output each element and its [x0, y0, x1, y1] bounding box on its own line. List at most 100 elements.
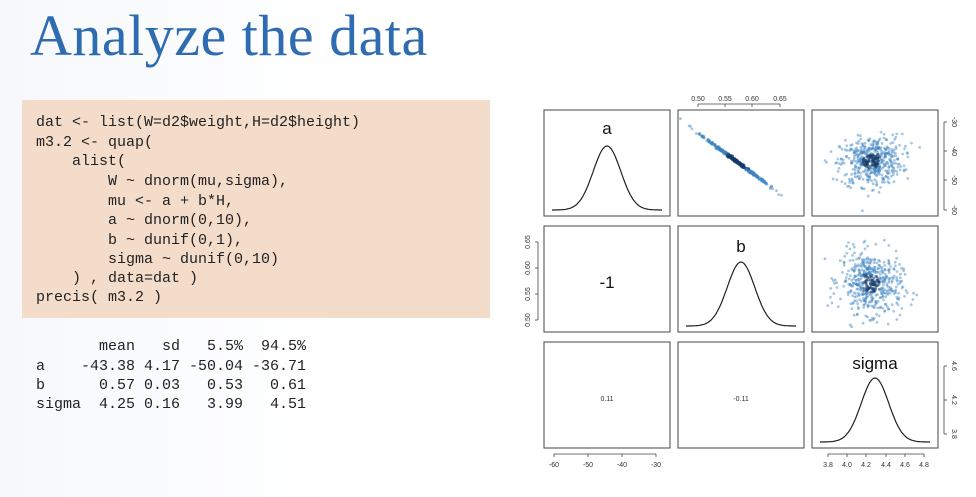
scatter-point	[860, 142, 864, 146]
scatter-point	[716, 145, 720, 148]
scatter-point	[887, 307, 890, 311]
scatter-point	[760, 177, 764, 181]
scatter-point	[851, 181, 855, 185]
scatter-point	[836, 305, 840, 308]
scatter-point	[761, 179, 765, 183]
scatter-point	[718, 148, 721, 152]
scatter-point	[904, 144, 907, 148]
scatter-point	[886, 322, 890, 326]
scatter-point	[900, 132, 904, 136]
scatter-point	[721, 149, 724, 153]
scatter-point	[872, 276, 876, 280]
scatter-point	[853, 245, 856, 249]
scatter-point	[885, 161, 888, 164]
scatter-point	[845, 144, 849, 148]
scatter-point	[863, 298, 867, 302]
scatter-point	[768, 187, 772, 191]
scatter-point	[748, 170, 751, 174]
scatter-point	[849, 179, 852, 182]
scatter-point	[753, 173, 757, 177]
scatter-point	[867, 265, 871, 268]
scatter-point	[887, 279, 891, 282]
scatter-point	[891, 173, 895, 177]
scatter-point	[849, 284, 853, 287]
scatter-point	[860, 150, 864, 154]
scatter-point	[854, 153, 858, 157]
scatter-point	[719, 149, 722, 152]
scatter-point	[883, 152, 886, 156]
scatter-point	[851, 167, 855, 171]
scatter-point	[718, 146, 721, 150]
scatter-point	[746, 169, 750, 173]
scatter-point	[873, 261, 876, 264]
scatter-point	[748, 171, 752, 175]
scatter-point	[900, 279, 904, 283]
scatter-point	[872, 139, 876, 143]
scatter-point	[871, 269, 875, 273]
scatter-point	[861, 158, 865, 162]
scatter-point	[870, 273, 873, 276]
scatter-point	[884, 147, 888, 151]
scatter-point	[859, 253, 862, 257]
tick-label: 3.8	[823, 462, 833, 469]
scatter-point	[909, 303, 913, 306]
scatter-point	[702, 134, 706, 138]
scatter-point	[762, 180, 766, 183]
scatter-point	[843, 280, 847, 283]
scatter-point	[906, 152, 909, 155]
scatter-point	[880, 280, 884, 284]
scatter-point	[860, 268, 864, 271]
scatter-point	[890, 155, 894, 158]
scatter-point	[858, 160, 861, 163]
scatter-point	[877, 270, 880, 274]
scatter-point	[751, 172, 755, 176]
scatter-point	[720, 148, 724, 152]
pairs-plot-svg: a b sigma -1 0.11 -0.11 0.50 0.55 0.60 0…	[525, 96, 957, 469]
scatter-point	[881, 294, 885, 298]
right-axis-ticks-row3: 3.8 4.2 4.6	[944, 361, 957, 439]
scatter-point	[853, 267, 857, 271]
scatter-point	[758, 176, 761, 179]
scatter-point	[881, 271, 885, 275]
scatter-point	[889, 174, 893, 178]
scatter-point	[718, 148, 722, 152]
scatter-point	[755, 175, 759, 178]
scatter-point	[884, 148, 888, 152]
scatter-point	[701, 134, 704, 138]
scatter-point	[876, 153, 880, 156]
scatter-point	[867, 159, 871, 163]
panel-frame	[811, 109, 939, 217]
scatter-point	[857, 283, 861, 287]
scatter-point	[759, 177, 763, 180]
scatter-point	[859, 145, 863, 149]
scatter-point	[858, 272, 862, 276]
scatter-point	[874, 270, 878, 274]
scatter-point	[871, 286, 875, 290]
scatter-point	[750, 171, 753, 175]
tick-label: 0.50	[691, 96, 705, 103]
scatter-point	[752, 172, 755, 176]
scatter-b-sigma	[823, 238, 919, 329]
scatter-point	[873, 268, 877, 272]
scatter-point	[885, 145, 889, 148]
scatter-point	[705, 139, 709, 143]
scatter-point	[760, 179, 763, 183]
scatter-point	[892, 154, 895, 158]
panel-frame	[543, 341, 671, 449]
scatter-point	[893, 169, 897, 173]
scatter-point	[714, 143, 717, 146]
scatter-point	[857, 268, 861, 272]
scatter-point	[830, 277, 834, 280]
scatter-point	[891, 150, 894, 153]
scatter-point	[877, 168, 881, 172]
scatter-point	[874, 300, 878, 303]
scatter-point	[721, 150, 725, 153]
scatter-point	[862, 303, 866, 307]
scatter-point	[882, 162, 886, 166]
scatter-point	[859, 149, 863, 153]
scatter-point	[720, 150, 724, 153]
scatter-point	[750, 171, 754, 175]
scatter-point	[835, 161, 839, 164]
scatter-point	[883, 151, 887, 154]
scatter-point	[866, 148, 869, 151]
